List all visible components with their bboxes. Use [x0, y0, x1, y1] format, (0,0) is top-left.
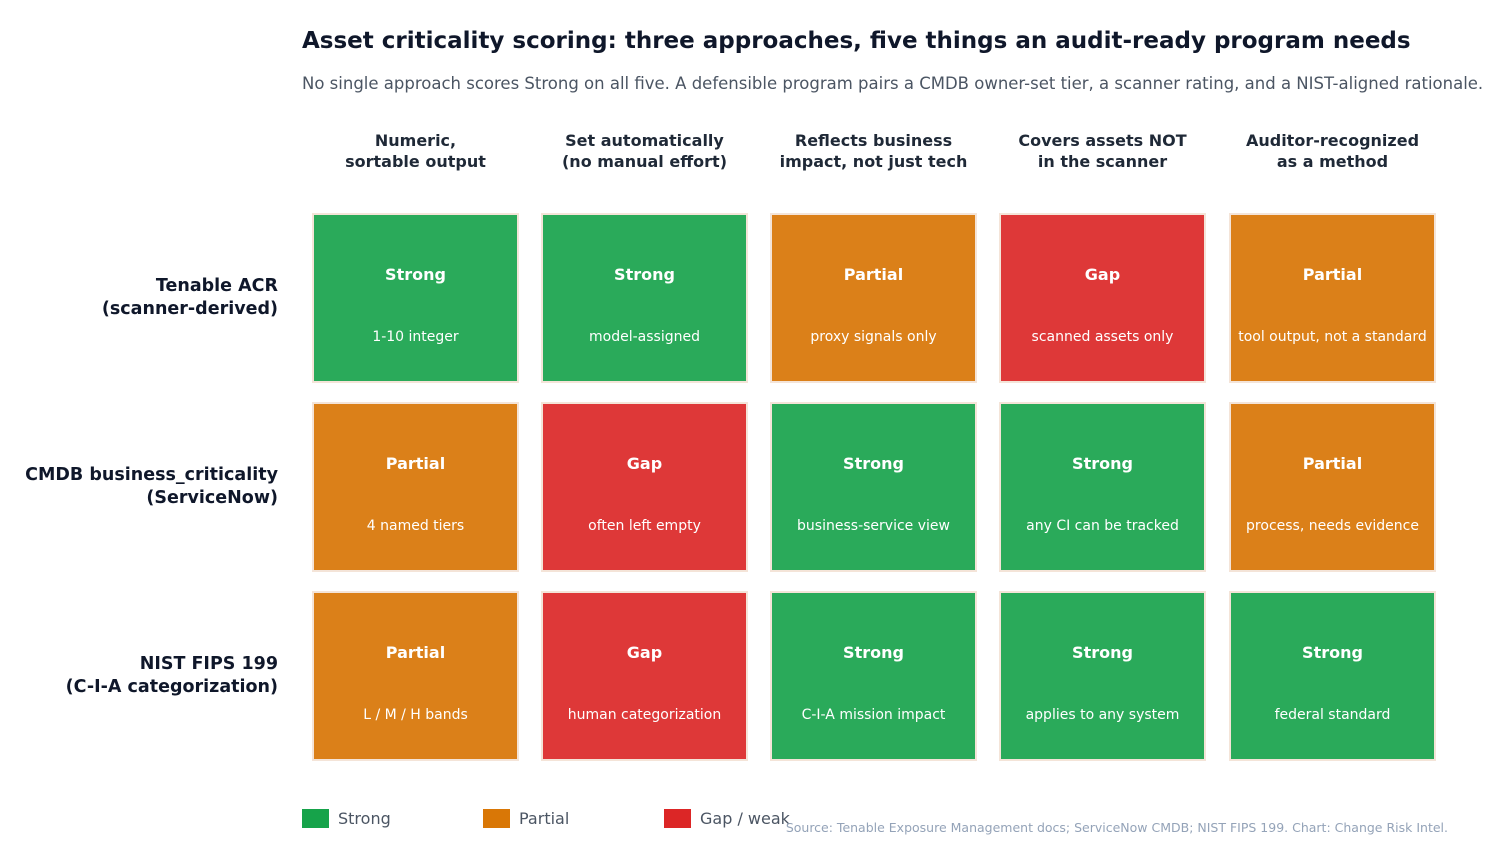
cell-rating: Strong	[385, 265, 446, 284]
legend-item: Strong	[302, 808, 391, 828]
cell-note: scanned assets only	[1031, 329, 1174, 345]
cell-rating: Partial	[1302, 265, 1363, 284]
row-header: NIST FIPS 199 (C-I-A categorization)	[65, 654, 278, 697]
matrix-cell: Strong federal standard	[1229, 591, 1436, 761]
cell-rating: Strong	[1072, 643, 1133, 662]
cell-note: 4 named tiers	[366, 518, 465, 534]
cell-rating: Partial	[1302, 454, 1363, 473]
column-header: Set automatically (no manual effort)	[561, 131, 728, 171]
column-header: Covers assets NOT in the scanner	[1018, 131, 1187, 171]
chart-title: Asset criticality scoring: three approac…	[302, 28, 1411, 54]
matrix-cell: Gap human categorization	[541, 591, 748, 761]
matrix-cell: Gap scanned assets only	[999, 213, 1206, 383]
cell-note: any CI can be tracked	[1026, 518, 1179, 534]
cell-rating: Strong	[1072, 454, 1133, 473]
cell-note: human categorization	[567, 707, 722, 723]
legend-swatch	[483, 808, 510, 828]
matrix-cell: Strong business-service view	[770, 402, 977, 572]
legend-item: Partial	[483, 808, 569, 828]
source-note: Source: Tenable Exposure Management docs…	[785, 820, 1448, 835]
cell-note: tool output, not a standard	[1238, 329, 1427, 345]
cell-note: 1-10 integer	[372, 329, 459, 345]
chart-subtitle: No single approach scores Strong on all …	[302, 74, 1484, 93]
cell-note: business-service view	[797, 518, 950, 534]
matrix-cell: Strong applies to any system	[999, 591, 1206, 761]
legend-swatch	[664, 808, 691, 828]
legend-label: Partial	[519, 808, 570, 828]
row-header: Tenable ACR (scanner-derived)	[101, 276, 278, 319]
cell-rating: Strong	[843, 454, 904, 473]
cell-rating: Partial	[385, 643, 446, 662]
column-header: Numeric, sortable output	[345, 131, 486, 171]
matrix-cell: Strong C-I-A mission impact	[770, 591, 977, 761]
matrix-cell: Partial 4 named tiers	[312, 402, 519, 572]
cell-note: federal standard	[1274, 707, 1391, 723]
legend-item: Gap / weak	[664, 808, 790, 828]
legend-label: Strong	[338, 808, 391, 828]
cell-note: L / M / H bands	[363, 707, 468, 723]
matrix-cell: Partial tool output, not a standard	[1229, 213, 1436, 383]
matrix-cell: Strong any CI can be tracked	[999, 402, 1206, 572]
cell-note: proxy signals only	[810, 329, 937, 345]
cell-rating: Strong	[614, 265, 675, 284]
row-header: CMDB business_criticality (ServiceNow)	[25, 465, 278, 508]
column-header: Reflects business impact, not just tech	[779, 131, 968, 171]
cell-note: C-I-A mission impact	[801, 707, 946, 723]
cell-rating: Strong	[843, 643, 904, 662]
matrix-cell: Partial proxy signals only	[770, 213, 977, 383]
cell-note: applies to any system	[1025, 707, 1180, 723]
matrix-cell: Partial L / M / H bands	[312, 591, 519, 761]
cell-rating: Gap	[1084, 265, 1121, 284]
matrix-cell: Strong model-assigned	[541, 213, 748, 383]
matrix-cell: Strong 1-10 integer	[312, 213, 519, 383]
cell-rating: Partial	[843, 265, 904, 284]
cell-rating: Strong	[1302, 643, 1363, 662]
cell-rating: Gap	[626, 643, 663, 662]
cell-rating: Gap	[626, 454, 663, 473]
legend-swatch	[302, 808, 329, 828]
cell-note: model-assigned	[589, 329, 700, 345]
column-header: Auditor-recognized as a method	[1245, 131, 1420, 171]
matrix-cell: Partial process, needs evidence	[1229, 402, 1436, 572]
legend-label: Gap / weak	[700, 808, 790, 828]
cell-rating: Partial	[385, 454, 446, 473]
cell-note: process, needs evidence	[1246, 518, 1419, 534]
cell-note: often left empty	[588, 518, 701, 534]
matrix-cell: Gap often left empty	[541, 402, 748, 572]
